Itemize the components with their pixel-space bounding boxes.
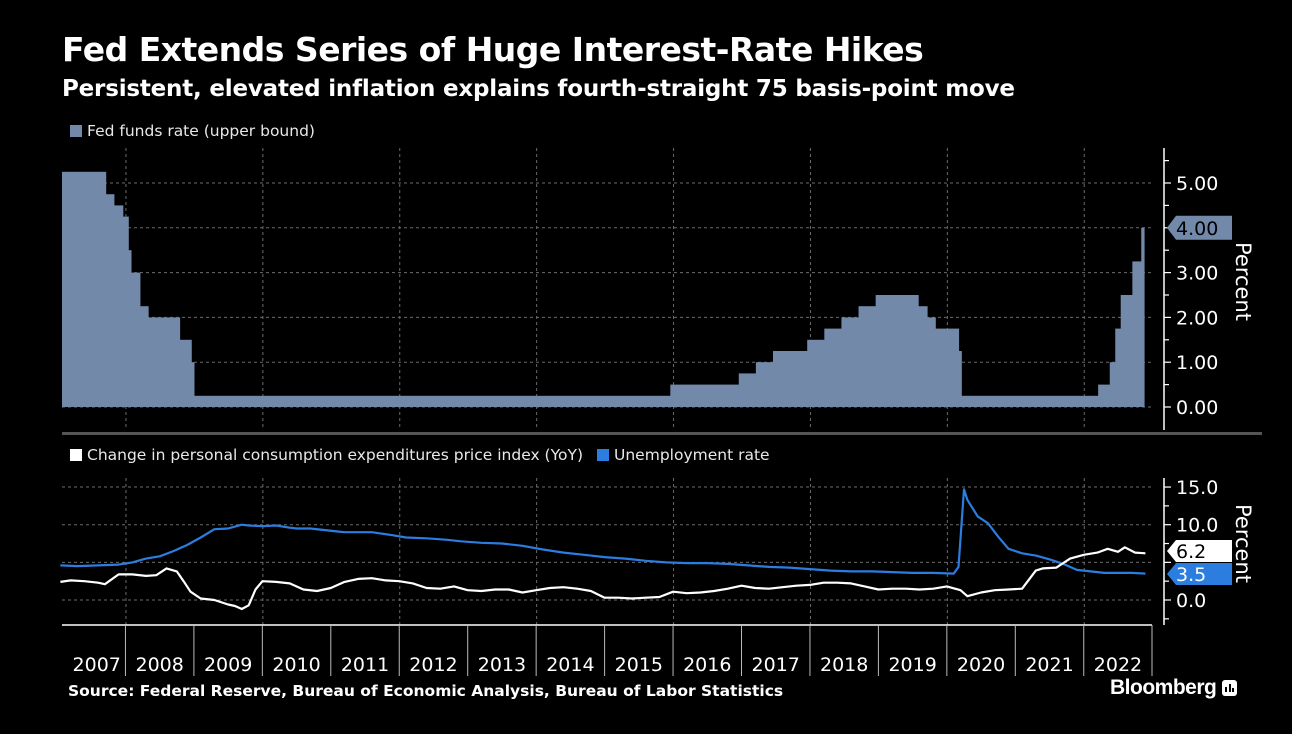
fed-funds-step [180,340,192,407]
fed-funds-step [1098,385,1110,407]
fed-funds-step [123,217,129,407]
unemployment-last-value-label: 3.5 [1176,564,1206,586]
top-y-tick-label: 1.00 [1176,352,1218,374]
x-tick-label: 2012 [409,654,457,676]
x-tick-label: 2021 [1025,654,1073,676]
x-tick-label: 2017 [752,654,800,676]
x-tick-label: 2013 [478,654,526,676]
fed-funds-step [961,396,1099,407]
fed-funds-step [114,205,123,407]
x-tick-label: 2022 [1094,654,1142,676]
unemployment-line [60,489,1145,573]
x-tick-label: 2011 [341,654,389,676]
x-axis: 2007 2008 2009 2010 2011 2012 2013 2014 2015 2016… [62,625,1152,676]
fed-funds-step [1110,362,1116,407]
bloomberg-chart-icon [1222,680,1237,696]
x-tick-label: 2020 [957,654,1005,676]
x-tick-label: 2019 [888,654,936,676]
fed-funds-step [131,273,140,407]
bloomberg-logo: Bloomberg [1110,676,1237,700]
fed-funds-step [1132,261,1141,407]
x-tick-label: 2010 [272,654,320,676]
top-y-tick-label: 5.00 [1176,173,1218,195]
top-y-axis-title: Percent [1231,242,1255,321]
panel-separator [62,432,1262,435]
fed-funds-step [140,306,149,407]
x-tick-label: 2007 [73,654,121,676]
fed-funds-step [935,329,959,407]
x-tick-label: 2016 [683,654,731,676]
fed-funds-step [841,317,859,407]
fed-funds-step [739,373,757,407]
top-panel-grid [62,148,1152,430]
bottom-series [60,489,1145,609]
fed-funds-step [194,396,671,407]
x-tick-label: 2015 [615,654,663,676]
fed-funds-step [1141,228,1144,407]
top-y-tick-label: 0.00 [1176,397,1218,419]
brand-name: Bloomberg [1110,676,1216,700]
fed-funds-step [824,329,842,407]
bottom-y-tick-label: 15.0 [1176,477,1218,499]
bottom-y-axis-title: Percent [1231,504,1255,583]
fed-funds-step [1121,295,1133,407]
fed-funds-last-value-label: 4.00 [1176,218,1218,240]
x-tick-label: 2014 [546,654,594,676]
fed-funds-step [773,351,808,407]
fed-funds-step [106,194,115,407]
x-tick-label: 2009 [204,654,252,676]
fed-funds-step [1115,329,1121,407]
fed-funds-step [927,317,936,407]
pce-last-value-label: 6.2 [1176,541,1206,563]
top-y-tick-label: 3.00 [1176,263,1218,285]
top-y-axis: 0.00 1.00 2.00 3.00 5.00 4.00 [62,148,1262,435]
fed-funds-step [756,362,774,407]
fed-funds-step [807,340,825,407]
source-note: Source: Federal Reserve, Bureau of Econo… [68,682,783,700]
fed-funds-step [670,385,739,407]
bottom-y-axis: 0.0 10.0 15.0 6.23.5 [1164,477,1232,625]
bottom-y-tick-label: 0.0 [1176,590,1206,612]
fed-funds-step [918,306,927,407]
x-tick-label: 2018 [820,654,868,676]
fed-funds-area [62,172,1145,407]
fed-funds-step [876,295,919,407]
fed-funds-step [148,317,180,407]
x-tick-label: 2008 [135,654,183,676]
bottom-y-tick-label: 10.0 [1176,515,1218,537]
fed-funds-step [859,306,877,407]
top-y-tick-label: 2.00 [1176,307,1218,329]
chart-canvas: 0.00 1.00 2.00 3.00 5.00 4.00 0.0 10.0 15.0 6.23… [0,0,1292,734]
fed-funds-step [62,172,106,407]
